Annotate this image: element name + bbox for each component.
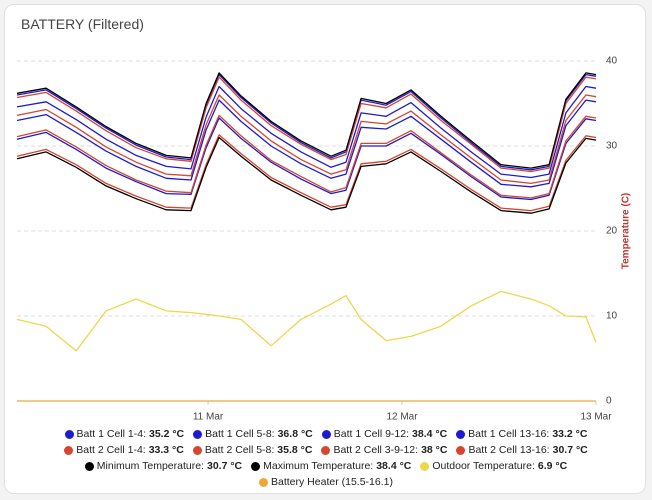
legend-item[interactable]: Minimum Temperature: 30.7 °C [84, 460, 243, 472]
legend-item[interactable]: Batt 1 Cell 1-4: 35.2 °C [64, 428, 185, 440]
legend-item[interactable]: Batt 2 Cell 5-8: 35.8 °C [192, 444, 313, 456]
legend-state: 35.2 °C [149, 428, 185, 440]
y-axis-label: Temperature (C) [621, 193, 632, 270]
legend-item[interactable]: Batt 2 Cell 3-9-12: 38 °C [321, 444, 447, 456]
series-line [16, 117, 597, 201]
y-tick-label: 20 [606, 226, 618, 237]
legend-state: 33.3 °C [148, 444, 184, 456]
y-tick-label: 10 [606, 311, 618, 322]
card: BATTERY (Filtered) 0 10 20 30 40 Temperature … [4, 4, 646, 494]
y-tick-label: 30 [606, 141, 618, 152]
legend-label: Batt 1 Cell 1-4: [76, 428, 146, 440]
legend-swatch [193, 429, 203, 439]
legend-swatch [64, 429, 74, 439]
legend-label: Batt 1 Cell 5-8: [205, 428, 275, 440]
legend-swatch [321, 445, 331, 455]
series-line [16, 94, 597, 185]
legend-swatch [64, 445, 74, 455]
legend: Batt 1 Cell 1-4: 35.2 °C Batt 1 Cell 5-8: 3… [15, 428, 637, 488]
series-line [16, 73, 597, 171]
legend-label: Maximum Temperature: [263, 460, 374, 472]
card-title: BATTERY (Filtered) [21, 16, 144, 32]
legend-item[interactable]: Batt 1 Cell 9-12: 38.4 °C [321, 428, 448, 440]
legend-state: 38.4 °C [412, 428, 448, 440]
legend-swatch [259, 477, 268, 487]
legend-label: Batt 2 Cell 1-4: [76, 444, 146, 456]
legend-label: Batt 2 Cell 5-8: [204, 444, 275, 456]
chart: 0 10 20 30 40 Temperature (C) 11 Mar 12 Mar 13 M… [16, 56, 632, 423]
legend-swatch [192, 445, 202, 455]
legend-swatch [420, 461, 430, 471]
legend-swatch [456, 429, 466, 439]
legend-label: Battery Heater (15.5-16.1) [271, 476, 393, 488]
legend-item[interactable]: Maximum Temperature: 38.4 °C [251, 460, 411, 472]
x-tick-label: 13 Mar [580, 412, 612, 423]
y-tick-label: 40 [606, 56, 618, 67]
legend-label: Outdoor Temperature: [432, 460, 535, 472]
series-line [16, 134, 597, 212]
legend-swatch [321, 429, 331, 439]
legend-item[interactable]: Batt 2 Cell 1-4: 33.3 °C [64, 444, 184, 456]
legend-state: 35.8 °C [277, 444, 313, 456]
legend-label: Batt 2 Cell 3-9-12: [333, 444, 419, 456]
legend-item[interactable]: Batt 2 Cell 13-16: 30.7 °C [456, 444, 588, 456]
legend-swatch [251, 461, 261, 471]
legend-item[interactable]: Batt 1 Cell 13-16: 33.2 °C [456, 428, 587, 440]
x-tick-label: 11 Mar [193, 412, 224, 423]
series-line [16, 136, 597, 214]
legend-item[interactable]: Battery Heater (15.5-16.1) [259, 476, 393, 488]
legend-state: 30.7 °C [552, 444, 588, 456]
legend-label: Batt 2 Cell 13-16: [468, 444, 550, 456]
legend-label: Minimum Temperature: [96, 460, 204, 472]
series-line [16, 85, 597, 179]
legend-state: 38.4 °C [376, 460, 412, 472]
legend-label: Batt 1 Cell 9-12: [333, 428, 410, 440]
series-line [16, 76, 597, 173]
series-line [16, 72, 597, 169]
legend-state: 30.7 °C [206, 460, 243, 472]
legend-state: 38 °C [421, 444, 448, 456]
legend-state: 6.9 °C [537, 460, 568, 472]
x-tick-label: 12 Mar [386, 412, 418, 423]
series-line [16, 114, 597, 199]
legend-swatch [456, 445, 466, 455]
y-tick-label: 0 [606, 396, 612, 407]
legend-item[interactable]: Batt 1 Cell 5-8: 36.8 °C [193, 428, 313, 440]
legend-state: 33.2 °C [552, 428, 588, 440]
series-line [16, 99, 597, 188]
legend-item[interactable]: Outdoor Temperature: 6.9 °C [420, 460, 567, 472]
series-line [16, 290, 597, 352]
legend-state: 36.8 °C [277, 428, 313, 440]
legend-swatch [84, 461, 94, 471]
legend-label: Batt 1 Cell 13-16: [468, 428, 550, 440]
